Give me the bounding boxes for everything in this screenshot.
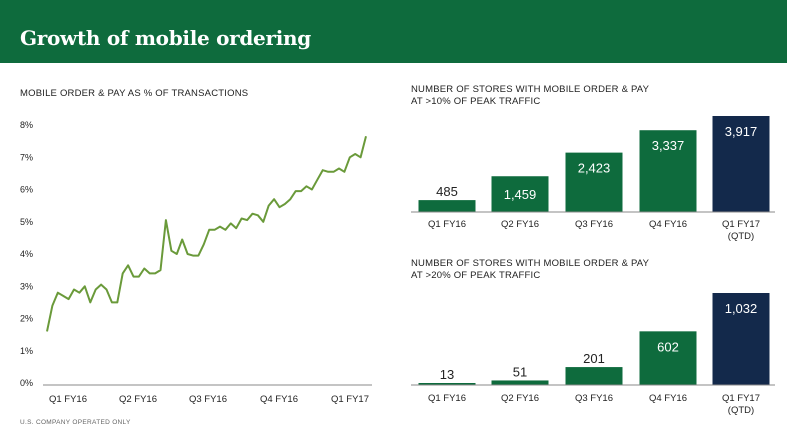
y-tick-label: 1% bbox=[20, 346, 33, 356]
bar-chart-2-data-label: 51 bbox=[513, 364, 527, 379]
bar-chart-1-category-label: Q2 FY16 bbox=[501, 219, 539, 230]
bar-chart-2-category-label: Q4 FY16 bbox=[649, 393, 687, 404]
bar-chart-1-bar bbox=[418, 200, 476, 212]
bar-chart-1-category-label: Q1 FY17 bbox=[722, 219, 760, 230]
bar-chart-1-category-label: Q1 FY16 bbox=[428, 219, 466, 230]
y-tick-label: 3% bbox=[20, 281, 33, 291]
bar-chart-1-data-label: 3,917 bbox=[725, 124, 758, 139]
bar-chart-2-category-label: Q1 FY17 bbox=[722, 393, 760, 404]
y-tick-label: 4% bbox=[20, 249, 33, 259]
bar-chart-1-bar bbox=[565, 152, 623, 212]
line-chart-title: MOBILE ORDER & PAY AS % OF TRANSACTIONS bbox=[20, 88, 249, 99]
y-tick-label: 8% bbox=[20, 120, 33, 130]
bar-chart-2-category-sublabel: (QTD) bbox=[728, 405, 754, 416]
bar-chart-1-data-label: 1,459 bbox=[504, 187, 537, 202]
bar-chart-2-title-line2: AT >20% OF PEAK TRAFFIC bbox=[411, 270, 541, 281]
x-tick-label: Q2 FY16 bbox=[119, 394, 157, 405]
bar-chart-1-data-label: 2,423 bbox=[578, 161, 611, 176]
footnote: U.S. COMPANY OPERATED ONLY bbox=[20, 419, 131, 426]
bar-chart-1-bar bbox=[639, 130, 697, 212]
bar-chart-2-data-label: 1,032 bbox=[725, 301, 758, 316]
y-tick-label: 5% bbox=[20, 217, 33, 227]
y-tick-label: 0% bbox=[20, 378, 33, 388]
x-tick-label: Q1 FY16 bbox=[49, 394, 87, 405]
bar-chart-1-category-label: Q4 FY16 bbox=[649, 219, 687, 230]
bar-chart-2-bar bbox=[418, 383, 476, 385]
bar-chart-2-data-label: 13 bbox=[440, 367, 454, 382]
bar-chart-2-bar bbox=[639, 331, 697, 385]
series-line bbox=[46, 136, 367, 332]
y-tick-label: 7% bbox=[20, 152, 33, 162]
page-title: Growth of mobile ordering bbox=[20, 26, 311, 50]
bar-chart-2-bar bbox=[565, 367, 623, 385]
bar-chart-2-category-label: Q1 FY16 bbox=[428, 393, 466, 404]
bar-chart-1-title-line2: AT >10% OF PEAK TRAFFIC bbox=[411, 96, 541, 107]
bar-chart-1-category-sublabel: (QTD) bbox=[728, 231, 754, 242]
bar-chart-2-data-label: 201 bbox=[583, 351, 605, 366]
bar-chart-2-title-line1: NUMBER OF STORES WITH MOBILE ORDER & PAY bbox=[411, 258, 650, 269]
x-tick-label: Q3 FY16 bbox=[189, 394, 227, 405]
bar-chart-1-data-label: 3,337 bbox=[652, 138, 685, 153]
y-tick-label: 6% bbox=[20, 185, 33, 195]
bar-chart-1-data-label: 485 bbox=[436, 184, 458, 199]
bar-chart-2-bar bbox=[491, 380, 549, 385]
bar-chart-2-category-label: Q3 FY16 bbox=[575, 393, 613, 404]
bar-chart-1-title-line1: NUMBER OF STORES WITH MOBILE ORDER & PAY bbox=[411, 84, 650, 95]
bar-chart-2-data-label: 602 bbox=[657, 339, 679, 354]
y-tick-label: 2% bbox=[20, 314, 33, 324]
bar-chart-2-category-label: Q2 FY16 bbox=[501, 393, 539, 404]
header-banner: Growth of mobile ordering bbox=[0, 0, 787, 63]
bar-chart-1-bar bbox=[491, 176, 549, 212]
bar-chart-2-bar bbox=[712, 293, 770, 385]
bar-chart-1-bar bbox=[712, 116, 770, 212]
bar-chart-1-category-label: Q3 FY16 bbox=[575, 219, 613, 230]
x-tick-label: Q4 FY16 bbox=[260, 394, 298, 405]
x-tick-label: Q1 FY17 bbox=[331, 394, 369, 405]
